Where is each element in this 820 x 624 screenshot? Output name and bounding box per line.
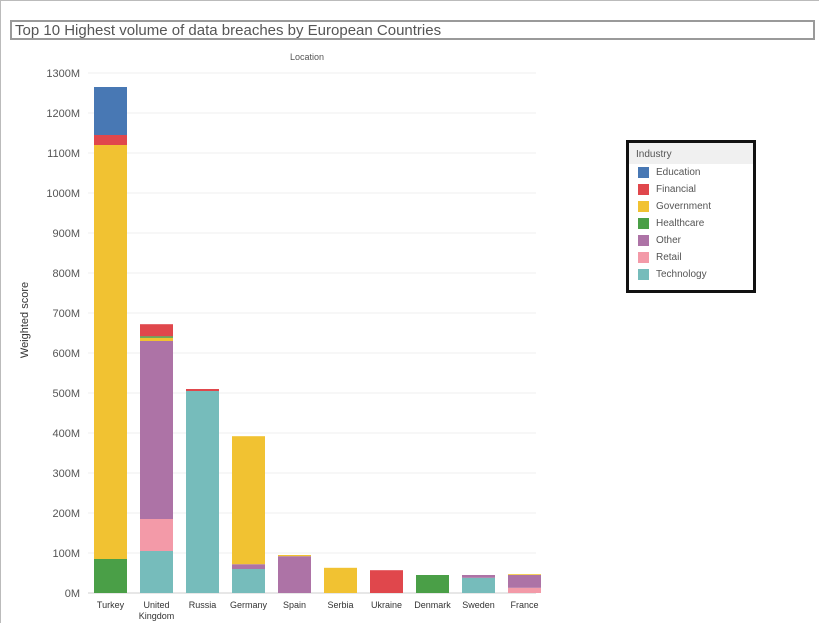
bar-segment-financial[interactable]	[370, 570, 403, 593]
y-tick-label: 400M	[52, 428, 80, 440]
x-tick-label: Ukraine	[371, 600, 402, 610]
legend-items: Education Financial Government Healthcare Ot…	[629, 164, 753, 283]
bar-segment-government[interactable]	[140, 337, 173, 341]
y-tick-label: 800M	[52, 268, 80, 280]
legend-title: Industry	[629, 143, 753, 164]
bar-segment-healthcare[interactable]	[140, 336, 173, 338]
legend-label: Government	[656, 201, 712, 212]
legend-item-government[interactable]: Government	[629, 198, 753, 215]
y-tick-label: 1200M	[46, 108, 80, 120]
y-tick-label: 1100M	[47, 148, 80, 160]
legend-swatch	[638, 184, 649, 195]
y-tick-label: 100M	[52, 548, 80, 560]
x-tick-label: United	[143, 600, 169, 610]
bar-segment-technology[interactable]	[140, 551, 173, 593]
x-tick-label: Sweden	[462, 600, 495, 610]
bar-segment-other[interactable]	[232, 564, 265, 569]
bar-segment-technology[interactable]	[462, 577, 495, 593]
legend-label: Education	[656, 167, 701, 178]
y-tick-label: 500M	[52, 388, 80, 400]
bar-segment-other[interactable]	[140, 341, 173, 519]
y-tick-label: 700M	[52, 308, 80, 320]
bar-segment-education[interactable]	[94, 87, 127, 135]
legend-swatch	[638, 252, 649, 263]
bar-segment-other[interactable]	[278, 556, 311, 593]
legend-item-other[interactable]: Other	[629, 232, 753, 249]
x-tick-label: Spain	[283, 600, 306, 610]
legend-label: Other	[656, 235, 682, 246]
y-tick-label: 200M	[52, 508, 80, 520]
legend-label: Financial	[656, 184, 697, 195]
bar-segment-government[interactable]	[324, 567, 357, 593]
x-tick-label: Russia	[189, 600, 217, 610]
bar-segment-financial[interactable]	[94, 135, 127, 145]
y-tick-label: 600M	[52, 348, 80, 360]
legend-item-healthcare[interactable]: Healthcare	[629, 215, 753, 232]
bar-segment-retail[interactable]	[140, 519, 173, 551]
chart-title-bar: Top 10 Highest volume of data breaches b…	[10, 20, 815, 40]
y-tick-label: 300M	[52, 468, 80, 480]
x-tick-label: Serbia	[327, 600, 353, 610]
y-tick-label: 0M	[65, 588, 80, 600]
legend-item-education[interactable]: Education	[629, 164, 753, 181]
legend[interactable]: Industry Education Financial Government Hea…	[626, 140, 756, 293]
legend-swatch	[638, 218, 649, 229]
legend-label: Retail	[656, 252, 682, 263]
x-tick-label: Denmark	[414, 600, 451, 610]
x-tick-label: Kingdom	[139, 611, 175, 621]
y-tick-label: 1300M	[46, 68, 80, 80]
bar-segment-retail[interactable]	[508, 587, 541, 593]
legend-label: Healthcare	[656, 218, 705, 229]
bar-segment-government[interactable]	[508, 574, 541, 575]
bar-segment-healthcare[interactable]	[416, 575, 449, 593]
bar-segment-other[interactable]	[462, 575, 495, 578]
bar-segment-government[interactable]	[278, 555, 311, 557]
y-tick-label: 1000M	[46, 188, 80, 200]
legend-item-retail[interactable]: Retail	[629, 249, 753, 266]
chart-title: Top 10 Highest volume of data breaches b…	[15, 22, 442, 39]
bar-segment-healthcare[interactable]	[94, 559, 127, 593]
legend-swatch	[638, 235, 649, 246]
x-tick-label: Germany	[230, 600, 268, 610]
legend-item-financial[interactable]: Financial	[629, 181, 753, 198]
x-tick-label: Turkey	[97, 600, 125, 610]
bar-segment-financial[interactable]	[186, 389, 219, 391]
legend-swatch	[638, 167, 649, 178]
legend-swatch	[638, 269, 649, 280]
bar-segment-technology[interactable]	[186, 391, 219, 593]
bar-segment-government[interactable]	[94, 145, 127, 559]
legend-item-technology[interactable]: Technology	[629, 266, 753, 283]
y-tick-label: 900M	[52, 228, 80, 240]
column-header: Location	[290, 52, 325, 62]
legend-swatch	[638, 201, 649, 212]
x-tick-label: France	[510, 600, 538, 610]
bar-segment-other[interactable]	[508, 575, 541, 588]
bar-segment-technology[interactable]	[232, 569, 265, 593]
bar-segment-government[interactable]	[232, 436, 265, 565]
legend-label: Technology	[656, 269, 707, 280]
bar-segment-financial[interactable]	[140, 324, 173, 337]
